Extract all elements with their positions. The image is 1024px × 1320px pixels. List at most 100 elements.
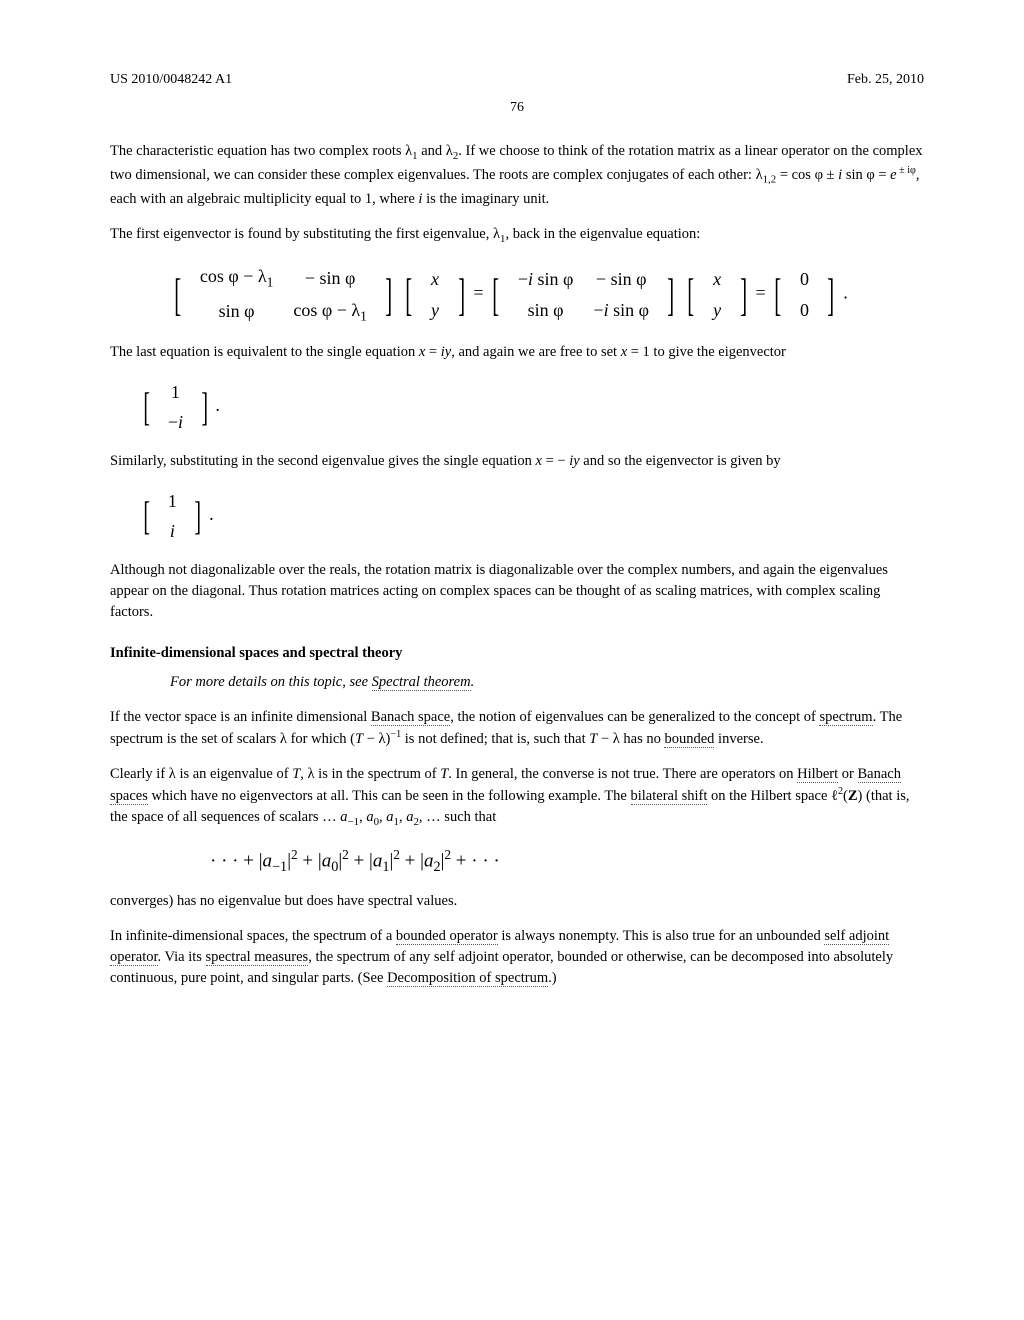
cell: sin φ	[508, 295, 584, 325]
var-z: Z	[848, 788, 858, 804]
link-spectral-measures[interactable]: spectral measures	[206, 949, 309, 966]
text: Similarly, substituting in the second ei…	[110, 453, 536, 469]
bracket-icon: ]	[195, 499, 202, 533]
text: Clearly if λ is an eigenvalue of	[110, 766, 292, 782]
bracket-icon: [	[143, 390, 150, 424]
text: The last equation is equivalent to the s…	[110, 344, 419, 360]
cell: −	[518, 269, 528, 289]
eigenvector-2: [ 1 i ] .	[140, 486, 924, 546]
bracket-icon: [	[143, 499, 150, 533]
text: = −	[542, 453, 569, 469]
paragraph-7: Clearly if λ is an eigenvalue of T, λ is…	[110, 764, 924, 831]
link-bilateral-shift[interactable]: bilateral shift	[631, 788, 708, 805]
cell: − sin φ	[283, 261, 377, 294]
text: For more details on this topic, see	[170, 674, 372, 690]
bracket-icon: [	[688, 274, 695, 315]
equals: =	[473, 283, 488, 303]
text: inverse.	[714, 731, 763, 747]
cell: −	[168, 412, 178, 432]
cell: sin φ	[190, 295, 284, 328]
text: , … such that	[419, 809, 496, 825]
cell: 1	[158, 377, 193, 407]
bracket-icon: ]	[828, 274, 835, 315]
text: .	[471, 674, 475, 690]
paragraph-5: Although not diagonalizable over the rea…	[110, 560, 924, 623]
cell: 1	[158, 486, 187, 516]
text: − λ)	[363, 731, 390, 747]
bracket-icon: ]	[201, 390, 208, 424]
bracket-icon: [	[492, 274, 499, 315]
text: .)	[548, 970, 556, 986]
cell: −	[593, 300, 603, 320]
var-a: a	[340, 809, 347, 825]
paragraph-8: converges) has no eigenvalue but does ha…	[110, 891, 924, 912]
link-bounded-operator[interactable]: bounded operator	[396, 928, 498, 945]
series-equation: · · · + |a−1|2 + |a0|2 + |a1|2 + |a2|2 +…	[210, 845, 924, 878]
bracket-icon: [	[405, 274, 412, 315]
text: is not defined; that is, such that	[401, 731, 589, 747]
text: . In general, the converse is not true. …	[448, 766, 797, 782]
cell: x	[703, 264, 731, 294]
text: sin φ =	[842, 167, 890, 183]
vector-xy-2: x y	[703, 264, 731, 324]
text: is the imaginary unit.	[422, 191, 549, 207]
bracket-icon: [	[174, 274, 181, 315]
cell: cos φ − λ	[200, 266, 267, 286]
text: = cos φ ±	[776, 167, 838, 183]
text: , λ is in the spectrum of	[300, 766, 440, 782]
section-heading: Infinite-dimensional spaces and spectral…	[110, 643, 924, 664]
page-header: US 2010/0048242 A1 Feb. 25, 2010	[110, 70, 924, 90]
bracket-icon: ]	[740, 274, 747, 315]
eigenvector-1: [ 1 −i ] .	[140, 377, 924, 437]
cell: x	[421, 264, 449, 294]
link-hilbert[interactable]: Hilbert	[797, 766, 838, 783]
link-banach-space[interactable]: Banach space	[371, 709, 450, 726]
vector-xy: x y	[421, 264, 449, 324]
text: and so the eigenvector is given by	[580, 453, 781, 469]
text: − λ has no	[597, 731, 664, 747]
period: .	[209, 504, 214, 524]
paragraph-1: The characteristic equation has two comp…	[110, 141, 924, 210]
paragraph-3: The last equation is equivalent to the s…	[110, 342, 924, 363]
var-a: a	[386, 809, 393, 825]
matrix-equation: [ cos φ − λ1− sin φ sin φcos φ − λ1 ] [ …	[170, 261, 924, 327]
sub: 1,2	[763, 174, 777, 186]
page-container: US 2010/0048242 A1 Feb. 25, 2010 76 The …	[0, 0, 1024, 1320]
bracket-icon: [	[774, 274, 781, 315]
text: . Via its	[158, 949, 206, 965]
link-decomposition[interactable]: Decomposition of spectrum	[387, 970, 548, 987]
text: =	[425, 344, 440, 360]
sup: ± iφ	[897, 165, 916, 176]
text: In infinite-dimensional spaces, the spec…	[110, 928, 396, 944]
cell: − sin φ	[583, 264, 659, 294]
var-i: i	[158, 516, 187, 546]
text: = 1 to give the eigenvector	[627, 344, 786, 360]
link-spectrum[interactable]: spectrum	[819, 709, 872, 726]
text: , back in the eigenvalue equation:	[505, 226, 700, 242]
zero-vector: 0 0	[790, 264, 819, 324]
bracket-icon: ]	[458, 274, 465, 315]
sup: −1	[390, 729, 401, 740]
sub: −1	[348, 816, 360, 828]
link-bounded[interactable]: bounded	[664, 731, 714, 748]
period: .	[843, 283, 848, 303]
bracket-icon: ]	[386, 274, 393, 315]
bracket-icon: ]	[668, 274, 675, 315]
ev1-vector: 1 −i	[158, 377, 193, 437]
text: The first eigenvector is found by substi…	[110, 226, 500, 242]
matrix-2: −i sin φ− sin φ sin φ−i sin φ	[508, 264, 659, 324]
link-spectral-theorem[interactable]: Spectral theorem	[372, 674, 471, 691]
period: .	[215, 395, 220, 415]
ev2-vector: 1 i	[158, 486, 187, 546]
page-number: 76	[110, 98, 924, 118]
text: , and again we are free to set	[451, 344, 620, 360]
cell: y	[703, 295, 731, 325]
cell: sin φ	[533, 269, 573, 289]
paragraph-6: If the vector space is an infinite dimen…	[110, 707, 924, 750]
sub: 1	[267, 275, 274, 290]
cell: cos φ − λ	[293, 300, 360, 320]
matrix-1: cos φ − λ1− sin φ sin φcos φ − λ1	[190, 261, 377, 327]
var-t: T	[355, 731, 363, 747]
var-a: a	[366, 809, 373, 825]
var-i: i	[178, 412, 183, 432]
